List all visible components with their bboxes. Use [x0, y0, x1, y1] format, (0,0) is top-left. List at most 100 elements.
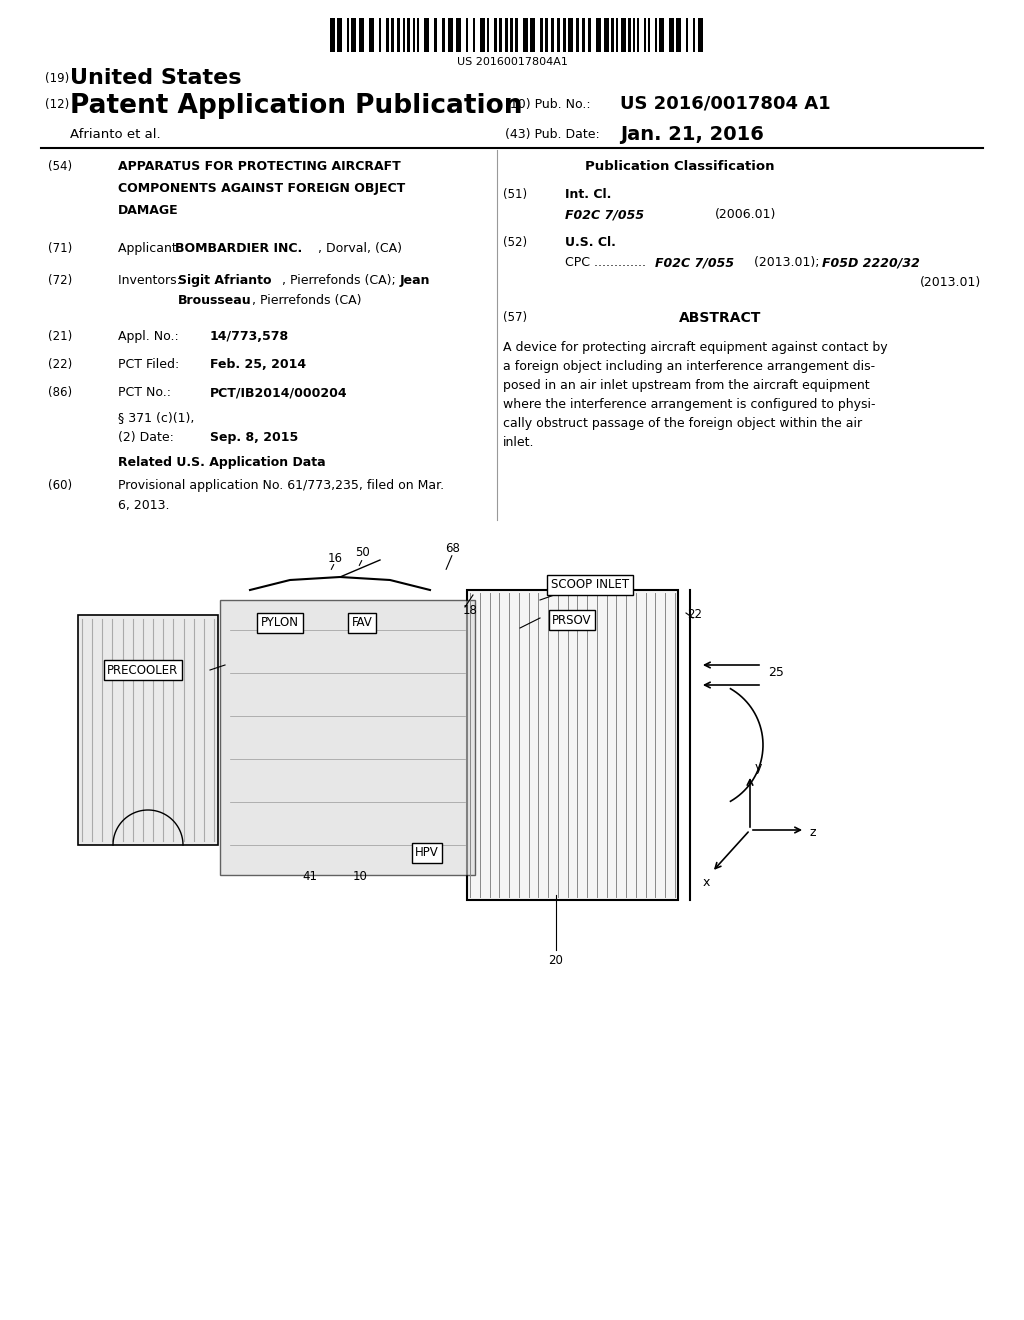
Text: , Pierrefonds (CA);: , Pierrefonds (CA);: [282, 275, 399, 286]
Bar: [351, 18, 356, 51]
Text: 41: 41: [302, 870, 317, 883]
Bar: [337, 18, 342, 51]
Text: (72): (72): [48, 275, 73, 286]
Bar: [510, 18, 513, 51]
Text: (19): (19): [45, 73, 70, 84]
Bar: [505, 18, 508, 51]
Bar: [582, 18, 585, 51]
Bar: [648, 18, 650, 51]
Bar: [466, 18, 468, 51]
Bar: [487, 18, 489, 51]
Text: FAV: FAV: [351, 616, 373, 630]
Text: Jean: Jean: [400, 275, 430, 286]
Bar: [78, 615, 218, 845]
Text: A device for protecting aircraft equipment against contact by: A device for protecting aircraft equipme…: [503, 341, 888, 354]
Bar: [557, 18, 560, 51]
Text: inlet.: inlet.: [503, 436, 535, 449]
Bar: [669, 18, 674, 51]
Text: (21): (21): [48, 330, 73, 343]
Bar: [588, 18, 591, 51]
Text: Applicant:: Applicant:: [118, 242, 185, 255]
Text: Inventors:: Inventors:: [118, 275, 185, 286]
Text: 6, 2013.: 6, 2013.: [118, 499, 170, 512]
Text: where the interference arrangement is configured to physi-: where the interference arrangement is co…: [503, 399, 876, 411]
Bar: [655, 18, 657, 51]
Text: US 2016/0017804 A1: US 2016/0017804 A1: [620, 94, 830, 112]
Bar: [551, 18, 554, 51]
Text: (2013.01);: (2013.01);: [750, 256, 823, 269]
Text: Feb. 25, 2014: Feb. 25, 2014: [210, 358, 306, 371]
Bar: [369, 18, 374, 51]
Text: COMPONENTS AGAINST FOREIGN OBJECT: COMPONENTS AGAINST FOREIGN OBJECT: [118, 182, 406, 195]
Text: U.S. Cl.: U.S. Cl.: [565, 236, 615, 249]
Text: Patent Application Publication: Patent Application Publication: [70, 92, 522, 119]
Text: 22: 22: [687, 609, 702, 622]
Text: DAMAGE: DAMAGE: [118, 205, 178, 216]
Text: (12): (12): [45, 98, 70, 111]
Text: APPARATUS FOR PROTECTING AIRCRAFT: APPARATUS FOR PROTECTING AIRCRAFT: [118, 160, 400, 173]
Bar: [220, 601, 475, 875]
Bar: [424, 18, 429, 51]
Text: , Dorval, (CA): , Dorval, (CA): [318, 242, 402, 255]
Text: , Pierrefonds (CA): , Pierrefonds (CA): [252, 294, 361, 308]
Bar: [530, 18, 535, 51]
Text: cally obstruct passage of the foreign object within the air: cally obstruct passage of the foreign ob…: [503, 417, 862, 430]
Text: 68: 68: [445, 541, 461, 554]
Bar: [676, 18, 681, 51]
Text: F02C 7/055: F02C 7/055: [655, 256, 734, 269]
Bar: [604, 18, 609, 51]
Bar: [467, 590, 678, 900]
Text: Sigit Afrianto: Sigit Afrianto: [178, 275, 271, 286]
Bar: [628, 18, 631, 51]
Bar: [494, 18, 497, 51]
Text: x: x: [702, 875, 710, 888]
Text: z: z: [810, 826, 816, 840]
Text: Int. Cl.: Int. Cl.: [565, 187, 611, 201]
Text: (10) Pub. No.:: (10) Pub. No.:: [505, 98, 591, 111]
Bar: [407, 18, 410, 51]
Bar: [644, 18, 646, 51]
Bar: [403, 18, 406, 51]
Bar: [359, 18, 364, 51]
Text: Related U.S. Application Data: Related U.S. Application Data: [118, 455, 326, 469]
Bar: [515, 18, 518, 51]
Bar: [413, 18, 415, 51]
Bar: [596, 18, 601, 51]
Text: PCT Filed:: PCT Filed:: [118, 358, 179, 371]
Text: (52): (52): [503, 236, 527, 249]
Text: Jan. 21, 2016: Jan. 21, 2016: [620, 125, 764, 144]
Text: Afrianto et al.: Afrianto et al.: [70, 128, 161, 141]
Text: BOMBARDIER INC.: BOMBARDIER INC.: [175, 242, 302, 255]
Text: a foreign object including an interference arrangement dis-: a foreign object including an interferen…: [503, 360, 876, 374]
Bar: [347, 18, 349, 51]
Bar: [330, 18, 335, 51]
Text: SCOOP INLET: SCOOP INLET: [551, 578, 629, 591]
Bar: [693, 18, 695, 51]
Text: y: y: [755, 760, 763, 774]
Text: 20: 20: [549, 953, 563, 966]
Text: (43) Pub. Date:: (43) Pub. Date:: [505, 128, 600, 141]
Bar: [523, 18, 528, 51]
Text: (2006.01): (2006.01): [715, 209, 776, 220]
Bar: [616, 18, 618, 51]
Text: 16: 16: [328, 552, 342, 565]
Text: US 20160017804A1: US 20160017804A1: [457, 57, 567, 67]
Text: § 371 (c)(1),: § 371 (c)(1),: [118, 411, 195, 424]
Text: PCT/IB2014/000204: PCT/IB2014/000204: [210, 385, 347, 399]
Text: (57): (57): [503, 312, 527, 323]
Bar: [480, 18, 485, 51]
Bar: [611, 18, 614, 51]
Bar: [568, 18, 573, 51]
Text: CPC .............: CPC .............: [565, 256, 650, 269]
Text: Sep. 8, 2015: Sep. 8, 2015: [210, 432, 298, 444]
Bar: [575, 18, 579, 51]
Text: (2) Date:: (2) Date:: [118, 432, 174, 444]
Text: 18: 18: [463, 603, 477, 616]
Text: PYLON: PYLON: [261, 616, 299, 630]
Bar: [540, 18, 543, 51]
Bar: [397, 18, 400, 51]
Text: (2013.01): (2013.01): [920, 276, 981, 289]
Text: posed in an air inlet upstream from the aircraft equipment: posed in an air inlet upstream from the …: [503, 379, 869, 392]
Bar: [633, 18, 635, 51]
Text: F02C 7/055: F02C 7/055: [565, 209, 644, 220]
